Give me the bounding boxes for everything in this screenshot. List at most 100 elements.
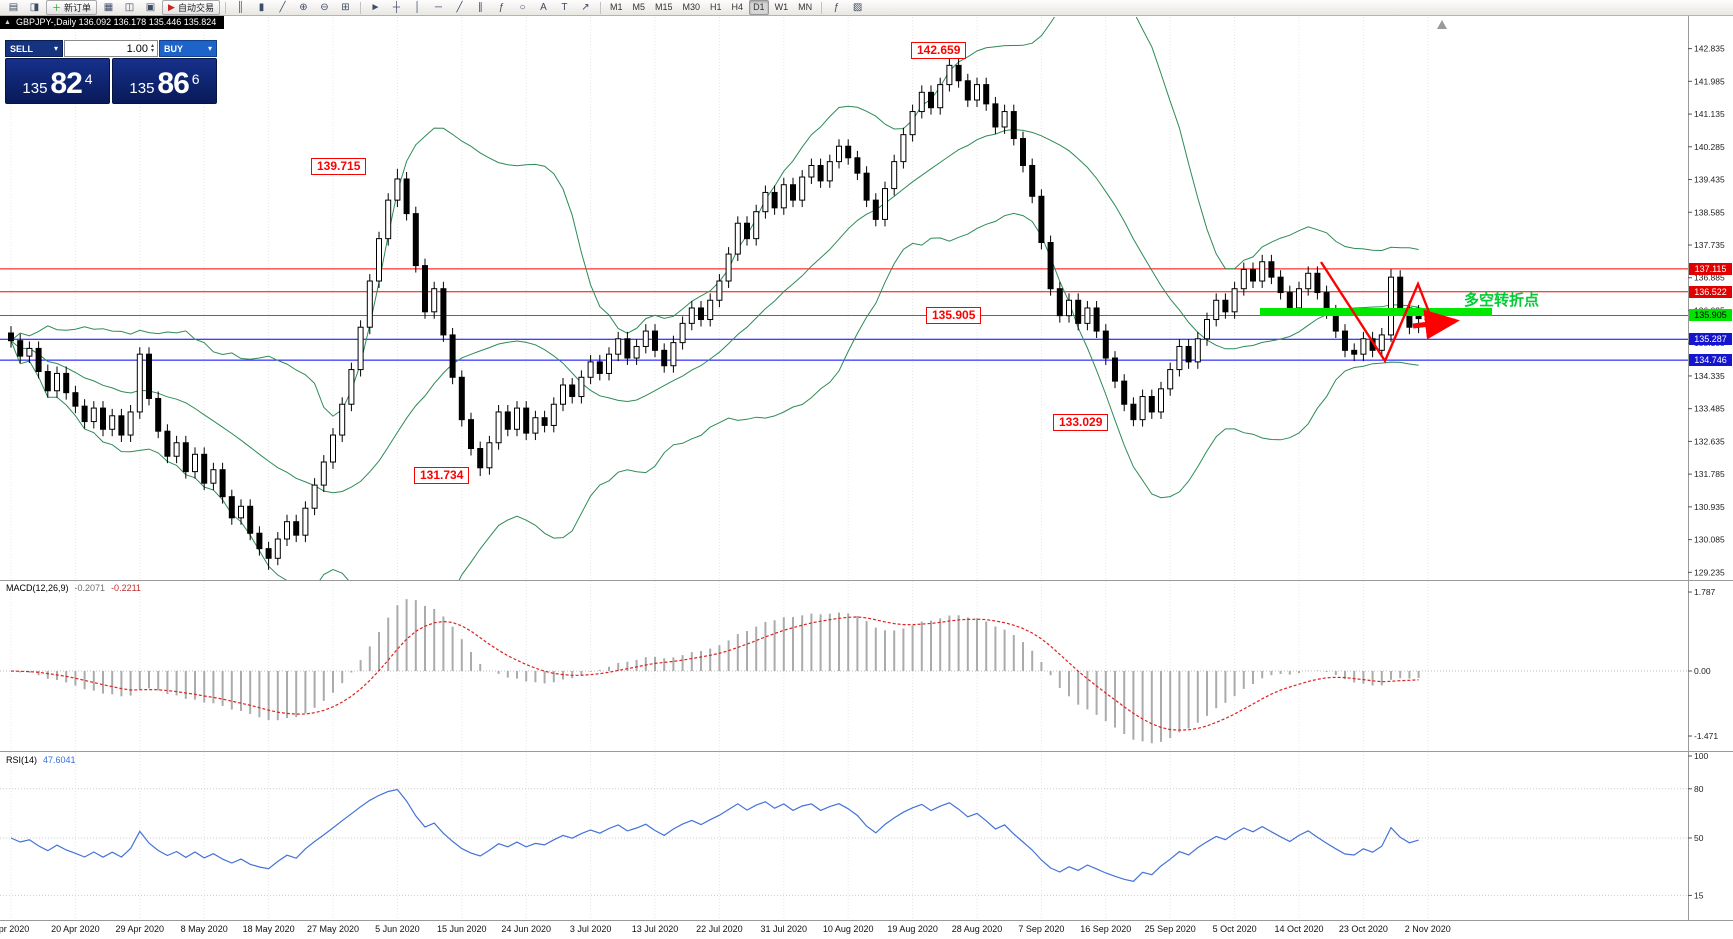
trendline-icon[interactable]: ╱ [456,2,463,13]
navigator-icon[interactable]: ▣ [145,2,156,13]
price-callout[interactable]: 131.734 [414,467,470,484]
buy-price-int: 135 [129,80,155,97]
price-axis-label: 141.985 [1694,76,1725,86]
support-zone-bar[interactable] [1260,308,1492,316]
timeframe-d1-button[interactable]: D1 [749,0,769,15]
buy-button[interactable]: BUY ▾ [159,40,217,57]
chart-profiles-icon[interactable]: ◨ [29,2,40,13]
price-axis-label: 134.335 [1694,371,1725,381]
date-axis-label: 19 Aug 2020 [887,924,938,934]
direction-arrow[interactable] [1412,309,1460,340]
bear-candle [468,419,474,450]
bear-candle [412,213,419,267]
turning-point-annotation[interactable]: 多空转折点 [1464,292,1540,309]
bear-candle [35,347,42,373]
lot-decrement-icon[interactable]: ▾ [150,47,154,54]
bear-candle [1351,349,1358,355]
bar-chart-icon[interactable]: ║ [236,2,245,13]
timeframe-h4-button[interactable]: H4 [731,2,744,12]
bear-candle [771,191,778,209]
sell-price-pips: 82 [50,67,82,100]
bear-candle [403,178,410,215]
chart-scroll-marker[interactable] [1437,20,1447,29]
timeframe-m1-button[interactable]: M1 [609,2,623,12]
equidistant-channel-icon[interactable]: ∥ [477,2,483,13]
autotrading-icon: ▶ [168,2,175,12]
templates-icon[interactable]: ▨ [852,2,863,13]
bear-candle [477,448,484,469]
bear-candle [440,288,447,336]
bollinger-lower-band [10,212,1419,580]
bull-candle [1204,319,1210,340]
date-axis-label: 20 Apr 2020 [51,924,100,934]
cursor-icon[interactable]: ► [370,2,381,13]
new-chart-icon[interactable]: ▤ [8,2,19,13]
timeframe-mn-button[interactable]: MN [798,2,813,12]
toolbar: ▤ ◨ ＋新订单 ▦ ◫ ▣ ▶ 自动交易 ║ ▮ ╱ ⊕ ⊖ ⊞ ► ┼ │ ─ ╱ ∥ ƒ ○ A T ↗ M1 M5 M15 M3… [0,0,1733,16]
bull-candle [946,64,953,86]
bull-candle [578,376,585,398]
text-icon[interactable]: A [540,2,547,13]
candlestick-chart-icon[interactable]: ▮ [258,2,265,13]
toolbar-separator [359,1,361,14]
bull-candle [1139,396,1146,421]
zoom-out-icon[interactable]: ⊖ [320,2,329,13]
indicators-icon[interactable]: ƒ [833,2,840,13]
tile-windows-icon[interactable]: ⊞ [341,2,350,13]
timeframe-m5-button[interactable]: M5 [632,2,645,12]
price-axis-label: 138.585 [1694,207,1725,217]
timeframe-m30-button[interactable]: M30 [682,2,701,12]
chart-area[interactable]: 142.835 141.985 141.135 140.285 139.435 138.5… [0,16,1733,939]
sell-price-button[interactable]: 135 82 4 [5,58,110,104]
bull-candle [238,505,244,519]
buy-price-button[interactable]: 135 86 6 [112,58,217,104]
bear-candle [219,469,226,498]
bull-candle [900,134,907,163]
bear-candle [854,157,861,174]
price-callout[interactable]: 142.659 [911,42,967,59]
sell-button[interactable]: SELL ▾ [5,40,63,57]
toolbar-separator [224,1,226,14]
bear-candle [17,340,24,357]
symbol-ohlc-label: GBPJPY-,Daily 136.092 136.178 135.446 13… [15,17,217,27]
price-callout[interactable]: 135.905 [926,307,982,324]
lot-size-field[interactable]: 1.00 ▴ ▾ [64,40,158,57]
bear-candle [698,307,704,321]
macd-name: MACD(12,26,9) [6,583,69,593]
zoom-in-icon[interactable]: ⊕ [299,2,308,13]
date-axis-label: 8 May 2020 [181,924,228,934]
buy-button-label: BUY [164,43,184,54]
bull-candle [366,280,373,328]
vertical-line-icon[interactable]: │ [414,2,421,13]
lot-spinner[interactable]: ▴ ▾ [150,42,154,54]
bull-candle [109,415,116,430]
date-axis-label: 31 Jul 2020 [761,924,808,934]
bear-candle [1102,330,1109,359]
rsi-axis-label: 50 [1694,833,1704,843]
data-window-icon[interactable]: ◫ [124,2,135,13]
timeframe-w1-button[interactable]: W1 [774,2,789,12]
autotrading-button[interactable]: ▶ 自动交易 [162,0,220,15]
toolbar-separator [599,1,601,14]
lot-increment-icon[interactable]: ▴ [150,42,154,49]
fibonacci-icon[interactable]: ƒ [498,2,505,13]
price-callout[interactable]: 139.715 [311,158,367,175]
shapes-icon[interactable]: ○ [519,2,526,13]
line-chart-icon[interactable]: ╱ [279,2,286,13]
zigzag-annotation[interactable] [1319,261,1438,364]
bear-candle [1038,195,1045,243]
arrow-tool-icon[interactable]: ↗ [581,2,590,13]
market-watch-icon[interactable]: ▦ [103,2,114,13]
text-label-icon[interactable]: T [561,2,568,13]
horizontal-line-icon[interactable]: ─ [434,2,443,13]
timeframe-h1-button[interactable]: H1 [710,2,722,12]
bull-candle [376,238,382,282]
new-order-button[interactable]: ＋新订单 [46,0,98,15]
crosshair-icon[interactable]: ┼ [392,2,401,13]
bear-candle [1314,272,1321,294]
price-callout[interactable]: 133.029 [1053,414,1109,431]
chart-canvas[interactable]: 142.835 141.985 141.135 140.285 139.435 138.5… [0,16,1733,939]
bear-candle [81,405,88,423]
sell-price-int: 135 [22,80,48,97]
timeframe-m15-button[interactable]: M15 [655,2,673,12]
